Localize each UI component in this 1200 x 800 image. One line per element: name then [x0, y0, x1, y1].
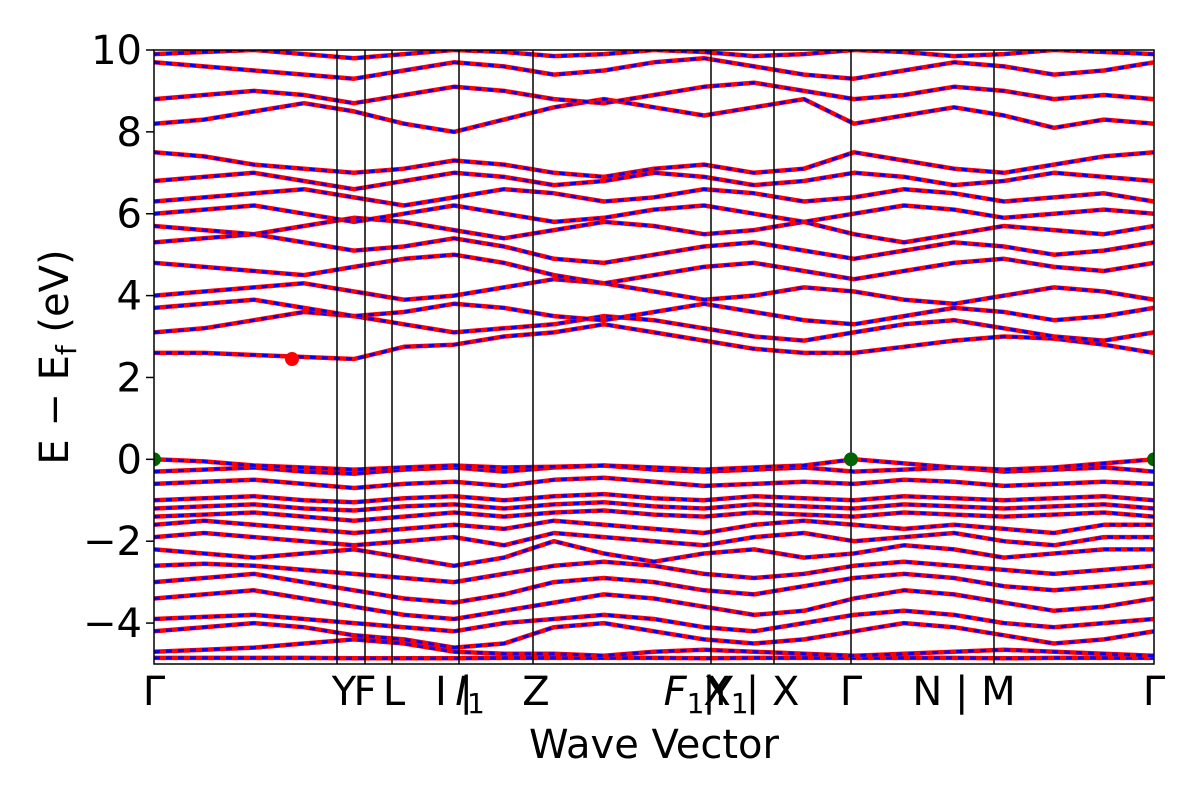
- band-22-blue: [154, 216, 1154, 244]
- y-tick-label-0: −4: [83, 601, 142, 647]
- y-tick-label-4: 4: [117, 274, 142, 320]
- kpath-label-4-main: I |: [435, 669, 473, 715]
- band-13-red: [154, 475, 1154, 491]
- y-axis-label-main: E − E: [32, 355, 78, 465]
- kpath-label-5-sub: 1: [467, 687, 485, 720]
- kpath-label-10-main: Y | X: [708, 669, 800, 715]
- band-24-blue: [154, 187, 1154, 207]
- y-axis-label: E − Ef (eV): [32, 249, 83, 464]
- kpath-label-1-main: Y: [331, 669, 357, 715]
- kpath-label-13-main: Γ: [1143, 669, 1166, 715]
- kpath-label-10: Y | X: [708, 669, 800, 715]
- kpath-label-12: N | M: [912, 669, 1015, 715]
- band-17-blue: [154, 310, 1154, 343]
- kpath-label-2: F: [353, 669, 376, 715]
- y-tick-label-5: 6: [117, 192, 142, 238]
- kpath-label-1: Y: [331, 669, 357, 715]
- band-30-red: [154, 50, 1154, 61]
- y-tick-label-1: −2: [83, 519, 142, 565]
- kpath-label-2-main: F: [353, 669, 376, 715]
- band-28-blue: [154, 81, 1154, 105]
- kpath-label-7: F1: [664, 669, 705, 720]
- band-19-blue: [154, 277, 1154, 306]
- marker-3: [1147, 452, 1154, 467]
- band-20-blue: [154, 253, 1154, 285]
- band-29-red: [154, 55, 1154, 81]
- marker-0: [154, 452, 161, 467]
- y-tick-label-6: 8: [117, 110, 142, 156]
- band-28-red: [154, 80, 1154, 106]
- band-10-red: [154, 508, 1154, 523]
- y-axis-label-unit: (eV): [32, 249, 78, 345]
- marker-2: [844, 452, 858, 467]
- kpath-label-0: Γ: [143, 669, 166, 715]
- kpath-label-9-main: X: [703, 669, 730, 715]
- kpath-label-8: |: [702, 669, 715, 715]
- band-11-red: [154, 500, 1154, 513]
- band-4-blue: [154, 588, 1154, 621]
- band-15-red: [154, 457, 1154, 472]
- kpath-label-9: X1: [703, 669, 748, 720]
- band-8-red: [154, 530, 1154, 548]
- band-4-red: [154, 588, 1154, 622]
- x-axis-label: Wave Vector: [529, 722, 780, 768]
- band-9-red: [154, 518, 1154, 536]
- band-20-red: [154, 252, 1154, 286]
- kpath-label-13: Γ: [1143, 669, 1166, 715]
- band-21-blue: [154, 232, 1154, 265]
- kpath-lines: [336, 50, 995, 664]
- band-25-blue: [154, 171, 1154, 191]
- markers-layer: [154, 352, 1154, 467]
- y-tick-label-2: 0: [117, 437, 142, 483]
- band-26-blue: [154, 150, 1154, 179]
- kpath-label-0-main: Γ: [143, 669, 166, 715]
- y-tick-label-3: 2: [117, 355, 142, 401]
- kpath-label-6-main: Z: [522, 669, 549, 715]
- kpath-label-5: I1: [455, 669, 485, 720]
- band-2-blue: [154, 621, 1154, 650]
- kpath-label-9-sub: 1: [731, 687, 749, 720]
- band-1-red: [154, 637, 1154, 659]
- kpath-label-11-main: Γ: [840, 669, 863, 715]
- kpath-label-8-main: |: [702, 669, 715, 715]
- y-tick-label-7: 10: [91, 28, 142, 74]
- band-22-red: [154, 215, 1154, 245]
- kpath-label-12-main: N | M: [912, 669, 1015, 715]
- band-16-red: [154, 322, 1154, 362]
- marker-1: [285, 352, 299, 367]
- band-27-blue: [154, 97, 1154, 134]
- band-7-blue: [154, 539, 1154, 568]
- bands-layer: [154, 50, 1154, 661]
- kpath-label-7-sub: 1: [687, 687, 705, 720]
- kpath-label-3-main: L: [383, 669, 406, 715]
- kpath-label-4: I |: [435, 669, 473, 715]
- kpath-label-11: Γ: [840, 669, 863, 715]
- kpath-label-6: Z: [522, 669, 549, 715]
- band-18-blue: [154, 298, 1154, 326]
- kpath-label-5-main: I: [455, 669, 467, 715]
- band-3-red: [154, 608, 1154, 634]
- band-23-red: [154, 203, 1154, 225]
- band-29-blue: [154, 56, 1154, 81]
- band-23-blue: [154, 204, 1154, 224]
- y-axis-label-sub: f: [50, 344, 83, 355]
- band-5-blue: [154, 572, 1154, 605]
- plot-frame: [153, 49, 1155, 665]
- kpath-label-7-main: F: [664, 669, 688, 715]
- band-12-red: [154, 491, 1154, 505]
- kpath-label-3: L: [383, 669, 406, 715]
- y-ticks: −4 −2 0 2 4 6 8 10: [83, 28, 154, 647]
- band-6-red: [154, 559, 1154, 585]
